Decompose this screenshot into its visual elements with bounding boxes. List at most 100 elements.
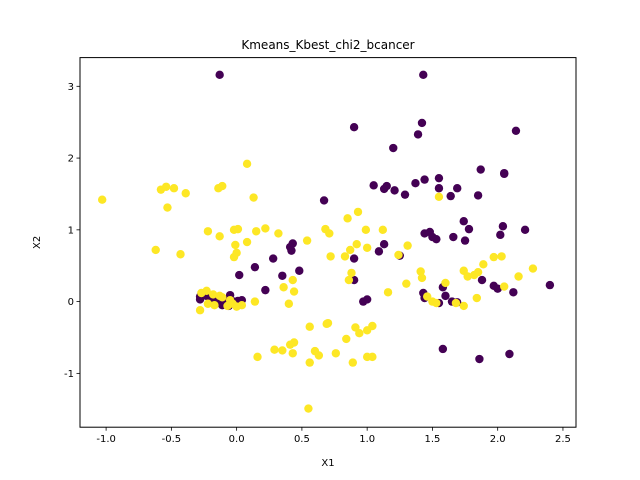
cluster-0-point bbox=[449, 232, 458, 242]
cluster-0-point bbox=[475, 354, 484, 364]
cluster-0-point bbox=[509, 288, 518, 297]
cluster-1-point bbox=[203, 299, 213, 308]
cluster-1-point bbox=[274, 229, 283, 238]
cluster-1-point bbox=[347, 268, 356, 278]
cluster-1-point bbox=[285, 340, 295, 349]
cluster-1-point bbox=[250, 297, 260, 306]
cluster-0-point bbox=[460, 236, 470, 245]
cluster-1-point bbox=[242, 237, 252, 247]
y-tick-label: 3 bbox=[68, 82, 74, 93]
y-tick-label: -1 bbox=[64, 369, 74, 380]
cluster-0-point bbox=[349, 123, 359, 132]
cluster-0-point bbox=[464, 224, 474, 234]
cluster-0-point bbox=[417, 118, 427, 128]
cluster-0-point bbox=[476, 165, 485, 174]
cluster-0-point bbox=[496, 230, 505, 240]
cluster-1-point bbox=[361, 225, 371, 235]
y-tick-label: 2 bbox=[68, 154, 74, 165]
cluster-0-point bbox=[319, 196, 329, 205]
cluster-1-point bbox=[225, 295, 235, 305]
cluster-1-point bbox=[229, 252, 239, 262]
cluster-1-point bbox=[348, 358, 357, 367]
cluster-0-point bbox=[400, 190, 410, 199]
cluster-1-point bbox=[345, 245, 355, 255]
cluster-1-point bbox=[302, 236, 312, 245]
cluster-0-point bbox=[420, 175, 429, 184]
cluster-1-point bbox=[305, 358, 314, 367]
cluster-0-point bbox=[390, 186, 399, 195]
cluster-1-point bbox=[232, 302, 241, 311]
cluster-1-point bbox=[314, 351, 324, 360]
x-tick-label: 1.5 bbox=[424, 434, 440, 445]
y-tick-label: 0 bbox=[68, 297, 74, 308]
cluster-1-point bbox=[270, 345, 279, 354]
cluster-1-point bbox=[528, 264, 538, 273]
cluster-1-point bbox=[331, 349, 341, 358]
cluster-0-point bbox=[545, 280, 555, 290]
plot-frame bbox=[79, 57, 577, 428]
cluster-1-point bbox=[233, 224, 243, 234]
cluster-0-point bbox=[453, 184, 462, 193]
cluster-1-point bbox=[326, 252, 335, 261]
cluster-1-point bbox=[163, 203, 172, 212]
cluster-1-point bbox=[288, 349, 297, 358]
cluster-1-point bbox=[305, 322, 314, 331]
cluster-0-point bbox=[500, 168, 509, 178]
cluster-1-point bbox=[284, 299, 294, 308]
cluster-1-point bbox=[497, 252, 506, 261]
cluster-0-point bbox=[511, 126, 521, 135]
cluster-0-point bbox=[520, 225, 530, 235]
cluster-1-point bbox=[383, 288, 393, 297]
cluster-1-point bbox=[208, 290, 218, 299]
cluster-0-point bbox=[493, 284, 502, 293]
cluster-1-point bbox=[252, 227, 261, 236]
cluster-1-point bbox=[197, 288, 206, 298]
cluster-1-point bbox=[322, 319, 331, 329]
cluster-1-point bbox=[441, 278, 450, 288]
cluster-1-point bbox=[394, 250, 403, 260]
cluster-1-point bbox=[278, 346, 287, 355]
cluster-1-point bbox=[343, 214, 352, 223]
y-axis: -1 0 1 2 3 bbox=[64, 82, 80, 380]
cluster-1-point bbox=[249, 193, 258, 202]
cluster-1-point bbox=[288, 275, 297, 285]
cluster-1-point bbox=[215, 232, 224, 241]
cluster-1-point bbox=[304, 404, 313, 413]
cluster-0-point bbox=[389, 143, 398, 153]
cluster-0-point bbox=[419, 70, 428, 80]
cluster-1-point bbox=[231, 240, 240, 250]
cluster-1-point bbox=[417, 273, 427, 283]
cluster-1-point bbox=[355, 328, 364, 338]
x-tick-label: 1.0 bbox=[359, 434, 375, 445]
chart-title: Kmeans_Kbest_chi2_bcancer bbox=[241, 38, 414, 52]
cluster-0-point bbox=[250, 262, 260, 272]
cluster-1-point bbox=[161, 182, 171, 191]
cluster-0-point bbox=[434, 184, 444, 193]
cluster-1-point bbox=[352, 239, 361, 249]
x-tick-label: 2.5 bbox=[555, 434, 571, 445]
x-tick-label: 2.0 bbox=[490, 434, 506, 445]
x-tick-label: -0.5 bbox=[162, 434, 182, 445]
cluster-0-point bbox=[382, 181, 391, 191]
cluster-0-point bbox=[473, 191, 483, 200]
x-tick-label: -1.0 bbox=[96, 434, 116, 445]
cluster-1-point bbox=[473, 267, 483, 277]
cluster-0-point bbox=[369, 181, 378, 190]
cluster-0-point bbox=[438, 344, 448, 354]
cluster-1-point bbox=[218, 181, 227, 191]
cluster-1-point bbox=[368, 352, 377, 362]
cluster-0-point bbox=[349, 254, 359, 263]
cluster-1-point bbox=[342, 334, 351, 344]
y-tick-label: 1 bbox=[68, 225, 74, 236]
cluster-1-point bbox=[500, 282, 509, 291]
cluster-1-point bbox=[378, 225, 388, 235]
cluster-1-point bbox=[151, 245, 160, 255]
points-layer bbox=[97, 70, 555, 413]
cluster-0-point bbox=[434, 173, 444, 183]
cluster-0-point bbox=[261, 285, 270, 295]
cluster-0-point bbox=[477, 275, 487, 285]
cluster-0-point bbox=[215, 70, 224, 80]
cluster-1-point bbox=[451, 298, 461, 308]
cluster-0-point bbox=[278, 271, 287, 280]
